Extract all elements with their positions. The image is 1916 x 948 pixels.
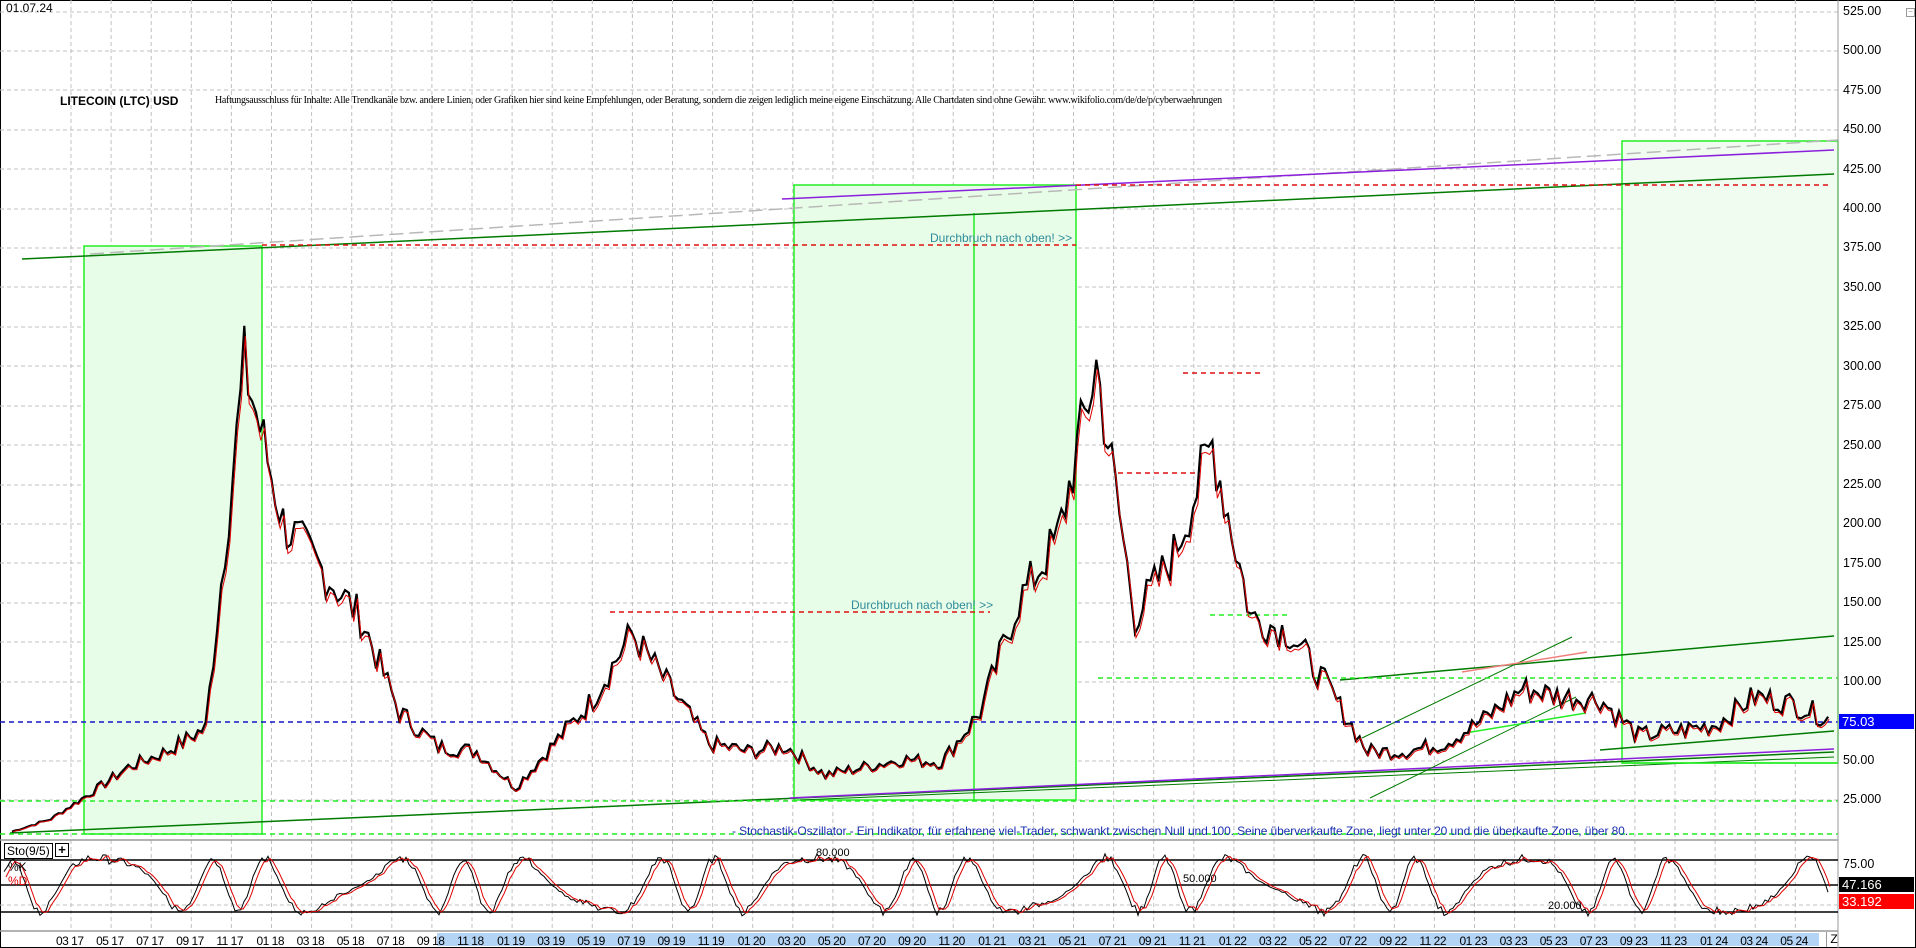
time-axis-label: 09 22 (1379, 934, 1407, 948)
axis-label: 25.000 (1843, 792, 1882, 806)
zone-2020 (793, 184, 1077, 801)
time-axis-label: 11 19 (697, 934, 725, 948)
osc-level-50: 50.000 (1183, 873, 1217, 885)
time-axis-label: 05 21 (1058, 934, 1087, 948)
axis-label: 500.00 (1843, 43, 1882, 57)
price-series-close (12, 336, 1830, 833)
axis-label: 375.00 (1843, 240, 1882, 254)
time-axis-label: 07 20 (858, 934, 886, 948)
axis-label: 450.00 (1843, 122, 1882, 136)
d-value-tag: 33.192 (1839, 894, 1914, 909)
upper-trend-grey (89, 139, 1839, 255)
collapse-icon[interactable]: − (1906, 8, 1915, 17)
time-axis-label: 01 23 (1459, 934, 1488, 948)
time-axis-label: 07 18 (376, 934, 405, 948)
time-axis-label: 09 17 (176, 934, 204, 948)
time-axis[interactable]: 03 17 05 17 07 17 09 17 11 17 01 18 03 18 05 18… (0, 932, 1830, 948)
time-axis-label: 03 20 (777, 934, 806, 948)
rising-channel-a (1361, 636, 1573, 739)
time-axis-label: 03 22 (1259, 934, 1287, 948)
time-axis-label: 07 17 (136, 934, 164, 948)
stochastic-note: - Stochastik-Oszillator - Ein Indikator,… (732, 824, 1628, 838)
zoom-reset-button[interactable]: Z (1826, 932, 1841, 947)
axis-label: 50.00 (1843, 753, 1875, 767)
time-axis-label: 09 20 (898, 934, 926, 948)
axis-label: 475.00 (1843, 83, 1882, 97)
zone-2017 (83, 245, 263, 835)
axis-label: 200.00 (1843, 516, 1882, 530)
time-axis-label: 03 24 (1740, 934, 1768, 948)
axis-label: 100.00 (1843, 674, 1882, 688)
time-axis-label: 09 21 (1138, 934, 1167, 948)
time-axis-label: 07 21 (1098, 934, 1127, 948)
k-value-tag: 47.166 (1839, 877, 1914, 892)
axis-label: 250.00 (1843, 438, 1882, 452)
axis-label: 150.00 (1843, 595, 1882, 609)
disclaimer-text: Haftungsausschluss für Inhalte: Alle Tre… (215, 95, 1222, 106)
time-axis-label: 05 20 (817, 934, 846, 948)
time-axis-label: 09 23 (1619, 934, 1648, 948)
upper-trend-purple (781, 149, 1835, 200)
time-axis-label: 07 19 (617, 934, 645, 948)
time-axis-label: 03 17 (56, 934, 84, 948)
axis-label: 300.00 (1843, 359, 1882, 373)
time-axis-label: 05 18 (336, 934, 365, 948)
time-axis-label: 03 18 (296, 934, 325, 948)
axis-label: 425.00 (1843, 162, 1882, 176)
time-axis-label: 05 22 (1299, 934, 1327, 948)
time-axis-label: 09 19 (657, 934, 686, 948)
time-axis-label: 01 20 (737, 934, 766, 948)
osc-axis-75: 75.00 (1843, 857, 1875, 871)
add-indicator-button[interactable]: + (55, 843, 69, 857)
time-axis-label: 11 17 (216, 934, 244, 948)
time-axis-label: 11 23 (1660, 934, 1687, 948)
legend-k: %K (8, 860, 27, 874)
time-axis-label: 01 21 (978, 934, 1006, 948)
visible-range-highlight (437, 933, 1819, 946)
rising-channel-b (1369, 696, 1577, 799)
breakout-annotation-2020: Durchbruch nach oben! >> (851, 598, 994, 612)
time-axis-label: 11 21 (1178, 934, 1206, 948)
time-axis-label: 11 18 (457, 934, 484, 948)
time-axis-label: 01 18 (256, 934, 285, 948)
channel-2023-lower (1599, 730, 1835, 751)
upper-trend-green (21, 173, 1835, 260)
time-axis-label: 11 20 (938, 934, 965, 948)
time-axis-label: 05 17 (96, 934, 124, 948)
breakout-annotation-2021: Durchbruch nach oben! >> (930, 231, 1073, 245)
osc-level-80: 80.000 (816, 847, 850, 859)
time-axis-label: 09 18 (416, 934, 445, 948)
axis-label: 400.00 (1843, 201, 1882, 215)
time-axis-label: 01 24 (1700, 934, 1728, 948)
osc-level-20: 20.000 (1548, 900, 1582, 912)
axis-label: 325.00 (1843, 319, 1882, 333)
time-axis-label: 01 22 (1218, 934, 1247, 948)
chart-title: LITECOIN (LTC) USD (60, 94, 179, 108)
time-axis-label: 07 22 (1339, 934, 1367, 948)
time-axis-label: 03 19 (537, 934, 565, 948)
current-price-tag: 75.03 (1839, 714, 1914, 729)
time-axis-label: 05 19 (577, 934, 605, 948)
axis-label: 525.00 (1843, 4, 1882, 18)
time-axis-label: 03 23 (1499, 934, 1528, 948)
stochastic-indicator-label[interactable]: Sto(9/5) (4, 843, 53, 859)
channel-2023-upper (1339, 635, 1835, 681)
chart-date: 01.07.24 (6, 1, 53, 15)
time-axis-label: 07 23 (1579, 934, 1608, 948)
axis-label: 225.00 (1843, 477, 1882, 491)
time-axis-label: 01 19 (497, 934, 525, 948)
time-axis-label: 05 23 (1539, 934, 1568, 948)
time-axis-label: 05 24 (1780, 934, 1808, 948)
lower-trend-purple (789, 748, 1835, 799)
axis-label: 125.00 (1843, 635, 1882, 649)
zone-2023 (1621, 140, 1839, 764)
axis-label: 275.00 (1843, 398, 1882, 412)
stochastic-d-line (5, 855, 1831, 915)
time-axis-label: 11 22 (1419, 934, 1447, 948)
legend-d: %D (8, 874, 28, 888)
axis-label: 350.00 (1843, 280, 1882, 294)
axis-label: 175.00 (1843, 556, 1882, 570)
time-axis-label: 03 21 (1018, 934, 1046, 948)
